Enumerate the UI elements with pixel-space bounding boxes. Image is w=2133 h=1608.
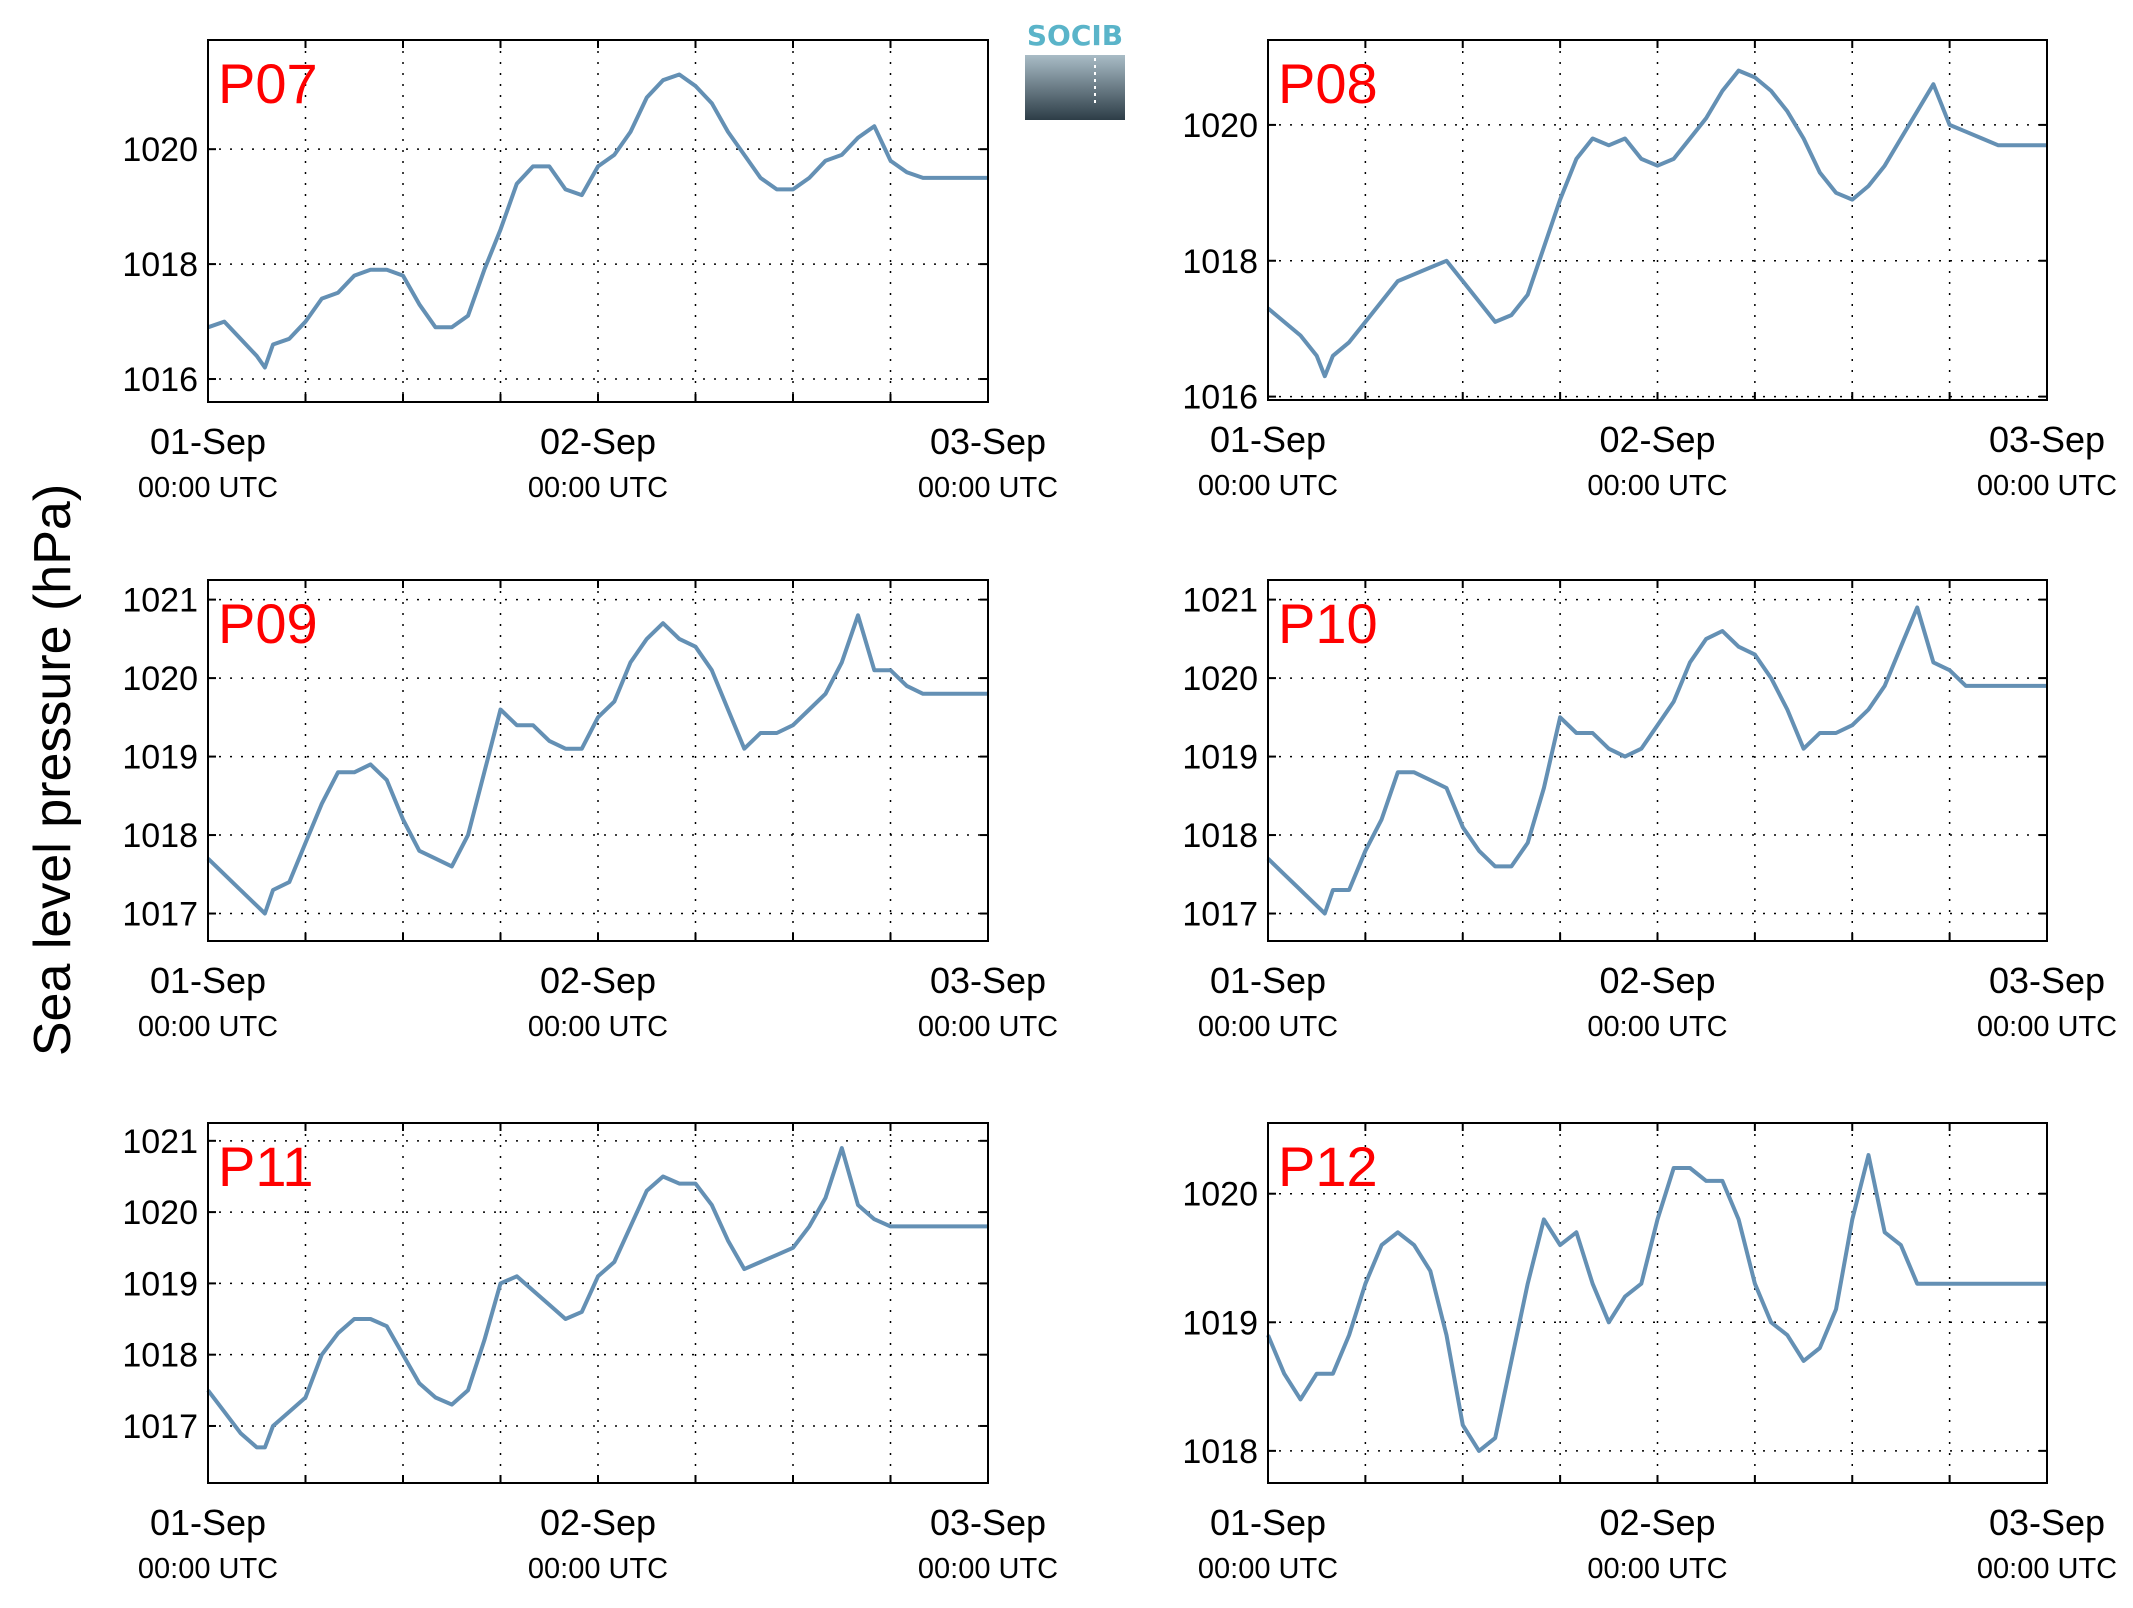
x-tick-label-time: 00:00 UTC (138, 1553, 278, 1585)
y-tick-label: 1020 (1182, 107, 1258, 145)
x-tick-label-date: 01-Sep (150, 1502, 266, 1543)
panel-label-p12: P12 (1278, 1135, 1378, 1198)
y-tick-label: 1018 (122, 1337, 198, 1375)
series-line-p11 (206, 1146, 988, 1450)
y-tick-label: 1016 (122, 361, 198, 399)
y-tick-label: 1020 (1182, 660, 1258, 698)
y-tick-label: 1018 (122, 246, 198, 284)
chart-panel-p11: 1017 1018 1019 1020 1021 01-Sep 00:00 UTC 02-Se… (122, 1122, 1058, 1585)
chart-panel-p08: 1016 1018 1020 01-Sep 00:00 UTC 02-Sep 00:00 U… (1182, 39, 2117, 502)
x-tick-label-time: 00:00 UTC (1587, 470, 1727, 502)
logo-text: SOCIB (1027, 19, 1123, 52)
y-tick-label: 1019 (122, 1265, 198, 1303)
x-tick-label-date: 01-Sep (150, 421, 266, 462)
x-tick-label-date: 02-Sep (540, 960, 656, 1001)
x-tick-label-time: 00:00 UTC (528, 472, 668, 504)
y-tick-label: 1021 (122, 1123, 198, 1161)
x-tick-label-date: 02-Sep (1599, 1502, 1715, 1543)
y-tick-label: 1018 (1182, 817, 1258, 855)
x-tick-label-time: 00:00 UTC (1977, 470, 2117, 502)
plot-frame (207, 1122, 989, 1484)
x-tick-label-time: 00:00 UTC (1198, 470, 1338, 502)
y-tick-label: 1018 (1182, 1433, 1258, 1471)
y-tick-label: 1017 (122, 1408, 198, 1446)
x-tick-label-date: 01-Sep (1210, 960, 1326, 1001)
x-tick-label-date: 02-Sep (540, 421, 656, 462)
y-tick-label: 1020 (122, 660, 198, 698)
x-tick-label-date: 01-Sep (1210, 1502, 1326, 1543)
y-tick-label: 1018 (1182, 243, 1258, 281)
chart-panel-p10: 1017 1018 1019 1020 1021 01-Sep 00:00 UTC 02-Se… (1182, 579, 2117, 1043)
x-tick-label-time: 00:00 UTC (1977, 1553, 2117, 1585)
x-tick-label-date: 03-Sep (1989, 419, 2105, 460)
plot-frame (1267, 1122, 2048, 1484)
panel-label-p09: P09 (218, 592, 318, 655)
x-tick-label-time: 00:00 UTC (1198, 1553, 1338, 1585)
x-tick-label-time: 00:00 UTC (1977, 1011, 2117, 1043)
y-tick-label: 1018 (122, 817, 198, 855)
x-tick-label-date: 03-Sep (1989, 960, 2105, 1001)
x-tick-label-date: 02-Sep (1599, 419, 1715, 460)
y-tick-label: 1019 (1182, 739, 1258, 777)
x-tick-label-time: 00:00 UTC (138, 472, 278, 504)
panel-label-p10: P10 (1278, 592, 1378, 655)
panel-label-p08: P08 (1278, 52, 1378, 115)
y-tick-label: 1019 (1182, 1304, 1258, 1342)
x-tick-label-time: 00:00 UTC (918, 1553, 1058, 1585)
x-tick-label-time: 00:00 UTC (918, 472, 1058, 504)
x-tick-label-date: 03-Sep (930, 960, 1046, 1001)
x-tick-label-date: 03-Sep (930, 421, 1046, 462)
logo-graphic (1025, 55, 1125, 120)
plot-frame (1267, 579, 2048, 942)
series-line-p12 (1266, 1153, 2047, 1453)
panel-label-p11: P11 (218, 1135, 313, 1198)
plot-frame (207, 579, 989, 942)
x-tick-label-time: 00:00 UTC (138, 1011, 278, 1043)
chart-panel-p12: 1018 1019 1020 01-Sep 00:00 UTC 02-Sep 00:00 U… (1182, 1122, 2117, 1585)
x-tick-label-date: 01-Sep (1210, 419, 1326, 460)
y-tick-label: 1016 (1182, 379, 1258, 417)
x-tick-label-date: 01-Sep (150, 960, 266, 1001)
x-tick-label-time: 00:00 UTC (1198, 1011, 1338, 1043)
y-tick-label: 1020 (1182, 1176, 1258, 1214)
x-tick-label-date: 02-Sep (540, 1502, 656, 1543)
x-tick-label-date: 03-Sep (930, 1502, 1046, 1543)
socib-logo: SOCIB (1025, 19, 1125, 120)
y-tick-label: 1020 (122, 131, 198, 169)
y-tick-label: 1017 (122, 896, 198, 934)
plot-frame (1267, 39, 2048, 401)
x-tick-label-time: 00:00 UTC (918, 1011, 1058, 1043)
series-line-p10 (1266, 605, 2047, 916)
x-tick-label-date: 03-Sep (1989, 1502, 2105, 1543)
y-tick-label: 1020 (122, 1194, 198, 1232)
x-tick-label-time: 00:00 UTC (528, 1011, 668, 1043)
y-tick-label: 1021 (122, 582, 198, 620)
series-line-p07 (207, 72, 988, 370)
y-axis-label: Sea level pressure (hPa) (24, 484, 82, 1056)
plot-frame (207, 39, 989, 403)
y-tick-label: 1021 (1182, 582, 1258, 620)
series-line-p09 (206, 613, 988, 916)
chart-panel-p09: 1017 1018 1019 1020 1021 01-Sep 00:00 UTC 02-Se… (122, 579, 1058, 1043)
x-tick-label-time: 00:00 UTC (528, 1553, 668, 1585)
chart-panel-p07: 1016 1018 1020 01-Sep 00:00 UTC 02-Sep 00:00 U… (122, 39, 1058, 504)
y-tick-label: 1017 (1182, 896, 1258, 934)
panel-label-p07: P07 (218, 52, 318, 115)
x-tick-label-date: 02-Sep (1599, 960, 1715, 1001)
y-tick-label: 1019 (122, 739, 198, 777)
x-tick-label-time: 00:00 UTC (1587, 1011, 1727, 1043)
series-line-p08 (1266, 68, 2047, 379)
x-tick-label-time: 00:00 UTC (1587, 1553, 1727, 1585)
